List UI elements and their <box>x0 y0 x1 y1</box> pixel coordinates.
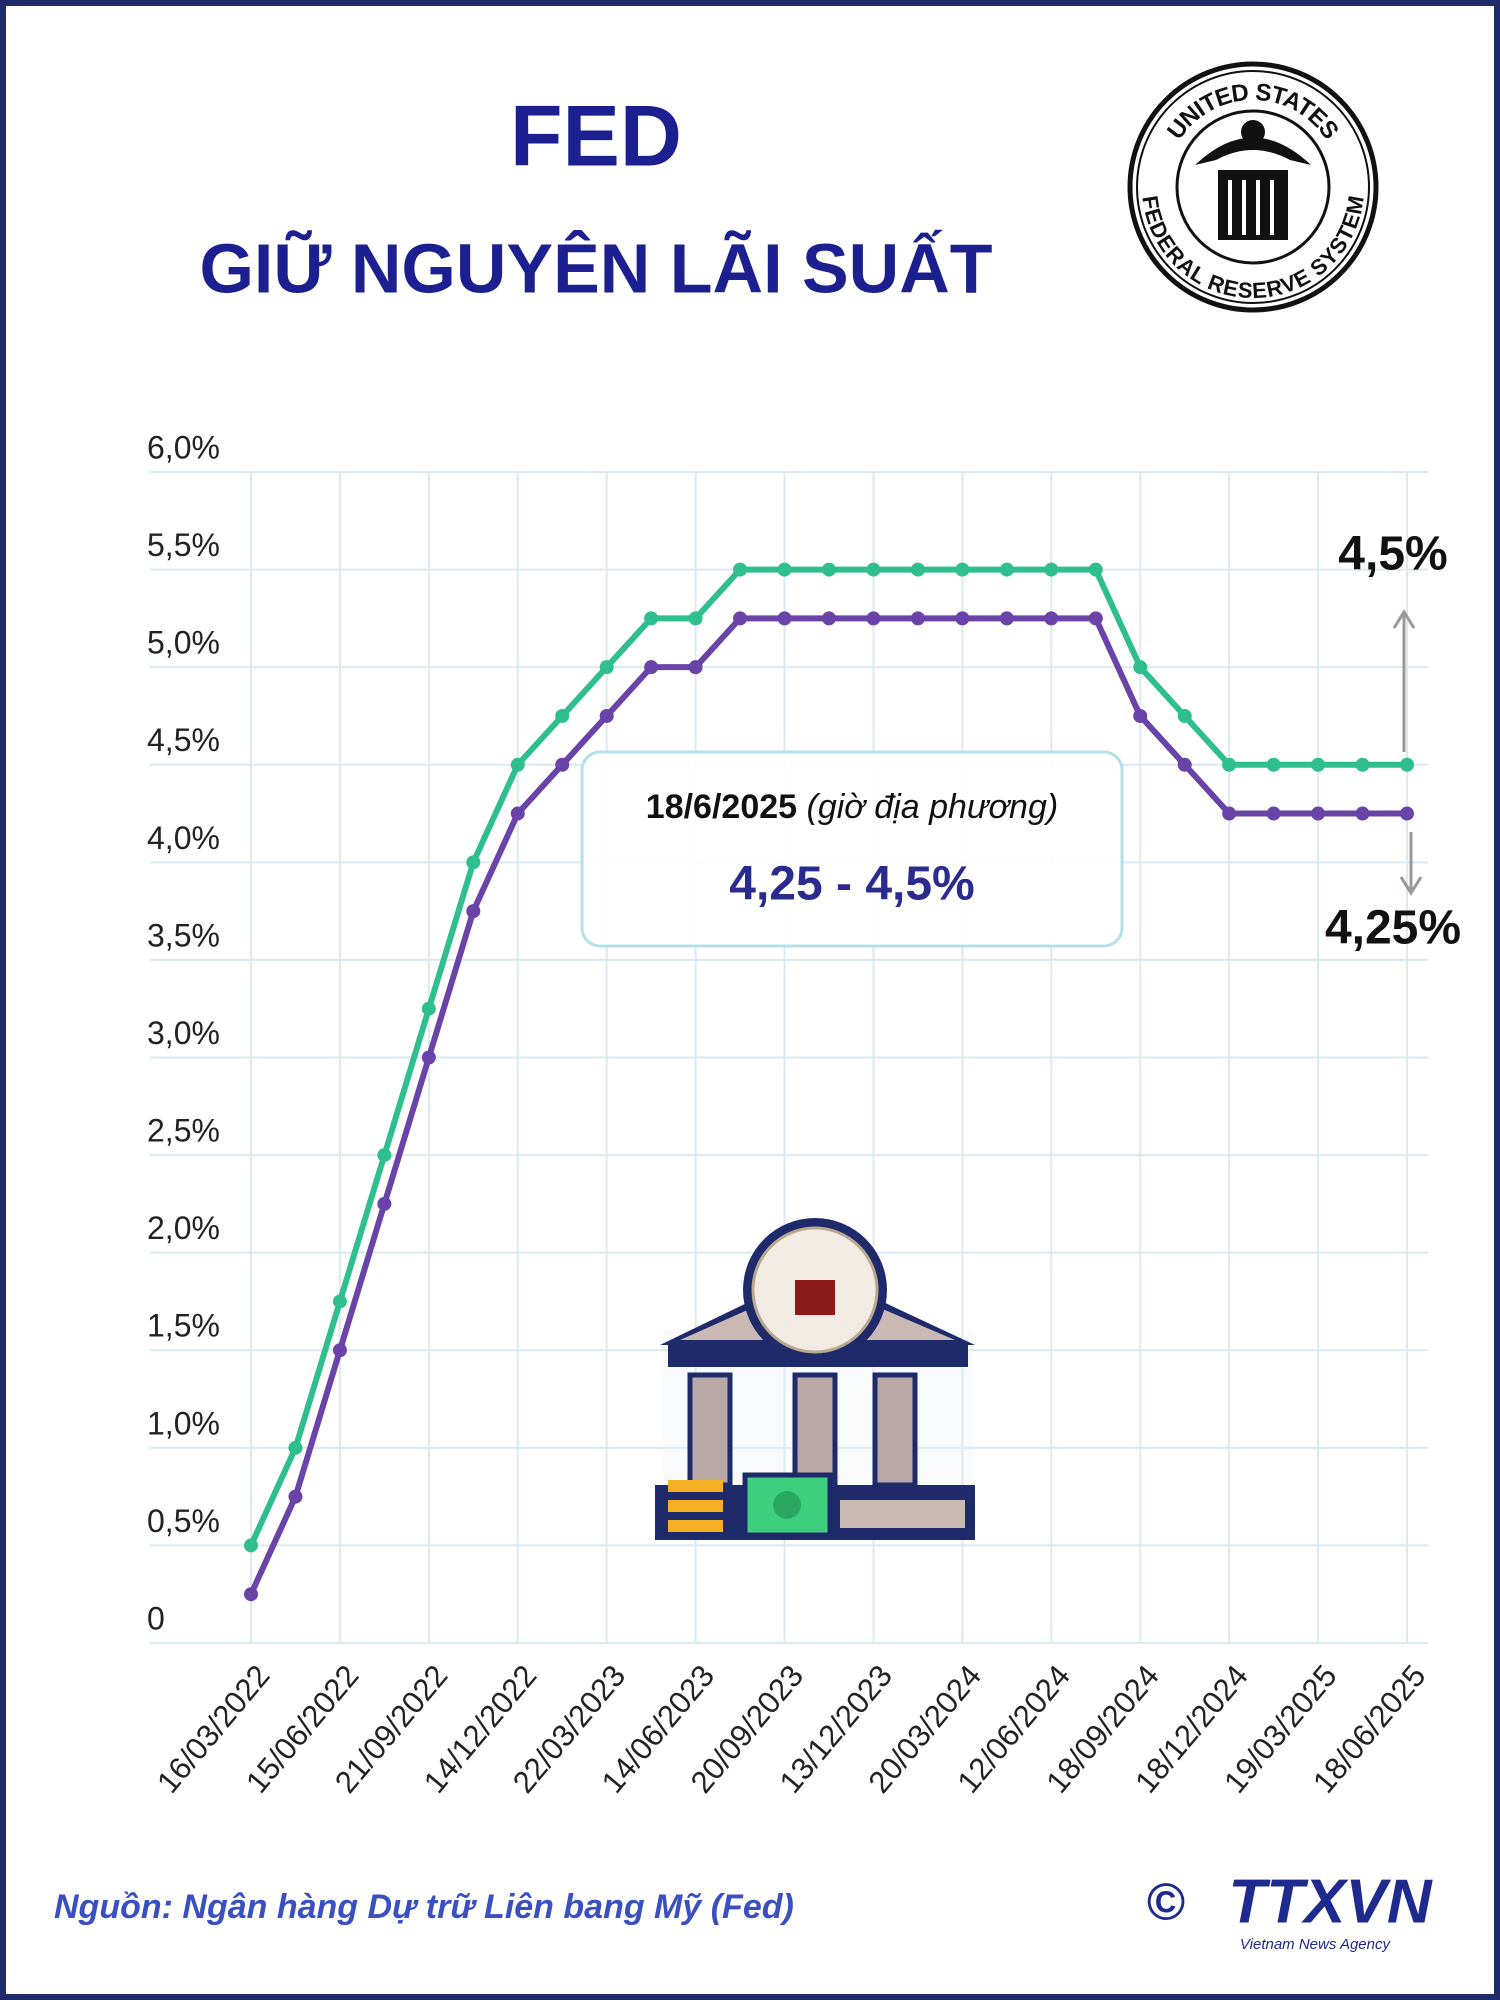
subtitle: GIỮ NGUYÊN LÃI SUẤT <box>199 228 992 307</box>
point <box>1088 611 1103 626</box>
point <box>555 757 570 772</box>
point <box>822 562 836 577</box>
point <box>777 611 792 626</box>
logo-sub: Vietnam News Agency <box>1240 1936 1392 1953</box>
point <box>1088 562 1103 577</box>
point <box>955 562 970 577</box>
point <box>421 1001 436 1016</box>
point <box>1400 806 1414 821</box>
point <box>332 1343 347 1358</box>
point <box>688 611 703 626</box>
point <box>1222 806 1237 821</box>
y-tick-label: 2,5% <box>147 1113 220 1149</box>
y-tick-label: 0,5% <box>147 1503 220 1539</box>
annotation-box: 18/6/2025 (giờ địa phương) 4,25 - 4,5% <box>580 750 1124 948</box>
point <box>244 1538 258 1553</box>
point <box>1311 757 1326 772</box>
annotation-range: 4,25 - 4,5% <box>729 858 974 911</box>
upper-label: 4,5% <box>1338 528 1447 581</box>
point <box>733 562 748 577</box>
point <box>1133 660 1148 675</box>
point <box>955 611 970 626</box>
y-tick-label: 1,0% <box>147 1405 220 1441</box>
y-tick-label: 2,0% <box>147 1210 220 1246</box>
lower-label: 4,25% <box>1325 902 1461 955</box>
point <box>1311 806 1326 821</box>
point <box>733 611 748 626</box>
point <box>466 904 481 919</box>
point <box>332 1294 347 1309</box>
point <box>510 806 525 821</box>
point <box>555 708 570 723</box>
y-tick-label: 4,5% <box>147 722 220 758</box>
point <box>1400 757 1414 772</box>
y-tick-label: 6,0% <box>147 429 220 465</box>
y-tick-label: 3,5% <box>147 917 220 953</box>
point <box>1222 757 1237 772</box>
point <box>1044 611 1059 626</box>
bank-illustration <box>655 1218 975 1540</box>
y-tick-label: 3,0% <box>147 1015 220 1051</box>
point <box>777 562 792 577</box>
annotation-date: 18/6/2025 <box>646 788 797 826</box>
arrows <box>1392 609 1423 896</box>
logo: TTXVN <box>1228 1867 1432 1936</box>
point <box>866 562 881 577</box>
title: FED <box>510 89 682 185</box>
point <box>644 611 659 626</box>
point <box>1355 806 1370 821</box>
point <box>244 1587 258 1602</box>
point <box>377 1196 392 1211</box>
point <box>288 1489 303 1504</box>
point <box>910 562 925 577</box>
point <box>999 611 1014 626</box>
point <box>421 1050 436 1065</box>
point <box>822 611 836 626</box>
y-tick-label: 0 <box>147 1600 165 1636</box>
annotation-note: (giờ địa phương) <box>807 788 1059 826</box>
point <box>866 611 881 626</box>
point <box>999 562 1014 577</box>
point <box>1355 757 1370 772</box>
point <box>688 660 703 675</box>
point <box>1177 757 1192 772</box>
annotation-date-line: 18/6/2025 (giờ địa phương) <box>646 788 1058 826</box>
point <box>1044 562 1059 577</box>
point <box>599 708 614 723</box>
point <box>599 660 614 675</box>
point <box>1266 757 1281 772</box>
point <box>377 1148 392 1163</box>
point <box>288 1440 303 1455</box>
source: Nguồn: Ngân hàng Dự trữ Liên bang Mỹ (Fe… <box>54 1888 794 1926</box>
point <box>466 855 481 870</box>
point <box>910 611 925 626</box>
y-tick-label: 4,0% <box>147 820 220 856</box>
point <box>1133 708 1148 723</box>
point <box>1266 806 1281 821</box>
y-tick-label: 5,5% <box>147 527 220 563</box>
copyright: © <box>1147 1874 1185 1932</box>
y-tick-label: 1,5% <box>147 1308 220 1344</box>
fed-seal: UNITED STATES FEDERAL RESERVE SYSTEM <box>1127 61 1379 313</box>
point <box>1177 708 1192 723</box>
y-tick-label: 5,0% <box>147 625 220 661</box>
point <box>510 757 525 772</box>
plot <box>244 562 1414 1602</box>
point <box>644 660 659 675</box>
